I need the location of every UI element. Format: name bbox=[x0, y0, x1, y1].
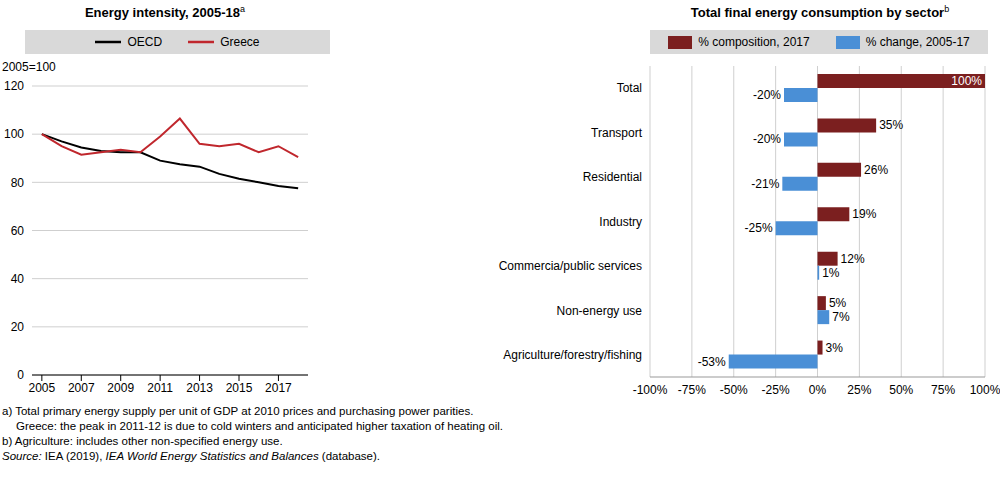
svg-text:2005: 2005 bbox=[29, 381, 56, 395]
svg-text:Agriculture/forestry/fishing: Agriculture/forestry/fishing bbox=[503, 348, 642, 362]
svg-text:-25%: -25% bbox=[745, 221, 773, 235]
svg-text:100: 100 bbox=[8, 127, 24, 141]
svg-text:20: 20 bbox=[11, 320, 25, 334]
html-text:Total final energy consumption: Total final energy consumption by sector… bbox=[690, 4, 950, 21]
svg-text:60: 60 bbox=[11, 224, 25, 238]
svg-text:1%: 1% bbox=[822, 266, 840, 280]
svg-text:2015: 2015 bbox=[226, 381, 253, 395]
svg-text:2011: 2011 bbox=[147, 381, 173, 395]
svg-text:2017: 2017 bbox=[265, 381, 292, 395]
svg-text:25%: 25% bbox=[847, 383, 871, 397]
svg-text:7%: 7% bbox=[832, 310, 850, 324]
svg-text:0%: 0% bbox=[809, 383, 827, 397]
svg-text:2013: 2013 bbox=[186, 381, 213, 395]
svg-text:100%: 100% bbox=[951, 74, 982, 88]
svg-text:-100%: -100% bbox=[633, 383, 668, 397]
html-text:2005=100: 2005=100 bbox=[2, 60, 56, 74]
svg-text:-50%: -50% bbox=[720, 383, 748, 397]
svg-text:35%: 35% bbox=[879, 118, 903, 132]
svg-text:-53%: -53% bbox=[698, 355, 726, 369]
html-text:b) Agriculture: includes other: b) Agriculture: includes other non-speci… bbox=[2, 435, 283, 447]
html-text:OECD: OECD bbox=[127, 35, 163, 49]
svg-text:40: 40 bbox=[11, 272, 25, 286]
html-text:Source: IEA (2019), IEA World: Source: IEA (2019), IEA World Energy Sta… bbox=[2, 450, 380, 462]
svg-text:Transport: Transport bbox=[591, 126, 643, 140]
svg-text:2009: 2009 bbox=[107, 381, 134, 395]
svg-text:0: 0 bbox=[17, 368, 24, 382]
svg-text:Non-energy use: Non-energy use bbox=[557, 304, 643, 318]
html-text:Energy intensity, 2005-18a: Energy intensity, 2005-18a bbox=[84, 4, 246, 21]
svg-text:Industry: Industry bbox=[599, 215, 642, 229]
svg-text:-20%: -20% bbox=[753, 132, 781, 146]
html-text:% composition, 2017: % composition, 2017 bbox=[698, 35, 810, 49]
svg-text:-75%: -75% bbox=[678, 383, 706, 397]
svg-text:-25%: -25% bbox=[762, 383, 790, 397]
svg-text:75%: 75% bbox=[931, 383, 955, 397]
svg-text:2007: 2007 bbox=[68, 381, 95, 395]
svg-text:120: 120 bbox=[8, 79, 24, 93]
svg-text:100%: 100% bbox=[970, 383, 992, 397]
svg-text:26%: 26% bbox=[864, 163, 888, 177]
html-text:Greece: Greece bbox=[220, 35, 260, 49]
svg-text:Commercia/public services: Commercia/public services bbox=[499, 259, 642, 273]
svg-text:3%: 3% bbox=[826, 341, 844, 355]
svg-text:12%: 12% bbox=[841, 252, 865, 266]
svg-text:5%: 5% bbox=[829, 296, 847, 310]
svg-text:19%: 19% bbox=[852, 207, 876, 221]
html-text:% change, 2005-17: % change, 2005-17 bbox=[865, 35, 970, 49]
svg-text:-20%: -20% bbox=[753, 88, 781, 102]
svg-text:50%: 50% bbox=[889, 383, 913, 397]
html-text:Greece: the peak in 2011-12 is: Greece: the peak in 2011-12 is due to co… bbox=[16, 420, 503, 432]
svg-text:Total: Total bbox=[617, 81, 642, 95]
svg-text:80: 80 bbox=[11, 176, 25, 190]
svg-text:Residential: Residential bbox=[583, 170, 642, 184]
html-text:a) Total primary energy supply: a) Total primary energy supply per unit … bbox=[2, 405, 474, 417]
svg-text:-21%: -21% bbox=[751, 177, 779, 191]
